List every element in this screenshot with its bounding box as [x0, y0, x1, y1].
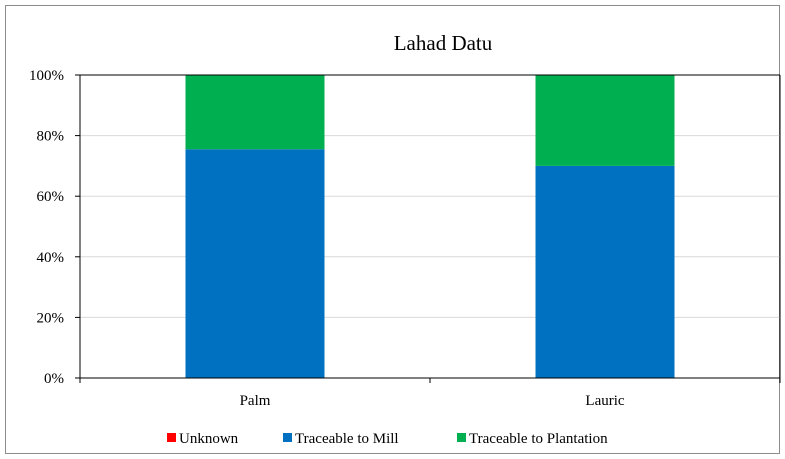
gridlines — [80, 74, 780, 318]
x-tick-label: Palm — [240, 393, 271, 409]
bar-segment — [185, 75, 325, 150]
legend-swatch — [167, 433, 176, 442]
bar-segment — [535, 165, 675, 378]
y-axis-ticks: 0% 20% 40% 60% 80% 100% — [29, 68, 64, 387]
legend-label: Traceable to Mill — [295, 431, 399, 447]
bar-segment — [535, 75, 675, 166]
legend-swatch — [457, 433, 466, 442]
legend: Unknown Traceable to Mill Traceable to Pla… — [167, 431, 608, 447]
legend-label: Unknown — [179, 431, 239, 447]
legend-swatch — [283, 433, 292, 442]
y-tick-label: 40% — [37, 250, 65, 266]
axes — [75, 74, 781, 383]
bar-segment — [185, 149, 325, 378]
x-axis-ticks: Palm Lauric — [240, 393, 625, 409]
y-tick-label: 100% — [29, 68, 64, 84]
y-tick-label: 60% — [37, 189, 65, 205]
chart-title: Lahad Datu — [394, 31, 493, 55]
legend-label: Traceable to Plantation — [469, 431, 608, 447]
bars — [185, 75, 675, 378]
y-tick-label: 20% — [37, 310, 65, 326]
y-tick-label: 80% — [37, 129, 65, 145]
x-tick-label: Lauric — [585, 393, 624, 409]
y-tick-label: 0% — [44, 371, 64, 387]
